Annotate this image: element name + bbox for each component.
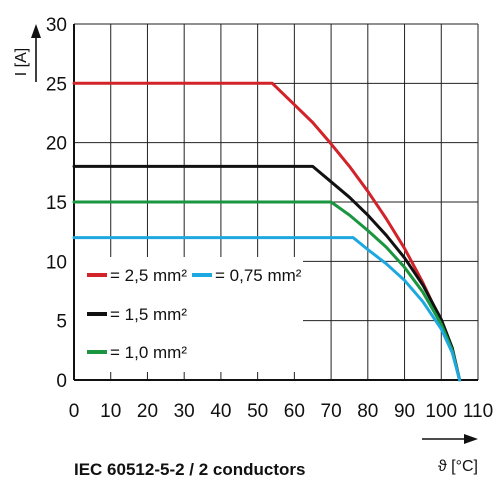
chart-caption: IEC 60512-5-2 / 2 conductors bbox=[74, 460, 305, 479]
y-axis-label: I [A] bbox=[13, 48, 30, 76]
x-tick-label: 80 bbox=[357, 401, 378, 422]
y-tick-label: 15 bbox=[46, 193, 67, 214]
x-axis-arrowhead-icon bbox=[464, 434, 478, 444]
legend-label: = 0,75 mm² bbox=[215, 266, 302, 285]
x-tick-label: 70 bbox=[321, 401, 342, 422]
series-line bbox=[72, 200, 462, 382]
x-tick-label: 110 bbox=[463, 401, 493, 422]
tick-labels: 0 10 20 30 40 50 60 70 80 90 100 110 0 5 10 15 20 25 30 bbox=[46, 15, 493, 422]
y-tick-label: 10 bbox=[46, 252, 67, 273]
y-axis-arrowhead-icon bbox=[31, 24, 41, 38]
x-tick-label: 60 bbox=[284, 401, 305, 422]
legend-background bbox=[75, 257, 303, 372]
y-tick-label: 30 bbox=[46, 15, 67, 36]
y-tick-label: 5 bbox=[56, 312, 67, 333]
y-tick-label: 25 bbox=[46, 74, 67, 95]
y-tick-label: 0 bbox=[56, 371, 67, 392]
x-tick-label: 40 bbox=[210, 401, 231, 422]
legend-label: = 1,0 mm² bbox=[110, 343, 187, 362]
x-axis-label: ϑ [°C] bbox=[438, 458, 478, 475]
x-tick-label: 0 bbox=[69, 401, 80, 422]
legend-label: = 2,5 mm² bbox=[110, 266, 187, 285]
series-lines bbox=[72, 81, 462, 382]
x-tick-label: 10 bbox=[100, 401, 121, 422]
y-tick-label: 20 bbox=[46, 134, 67, 155]
series-line bbox=[72, 164, 462, 382]
legend-box bbox=[75, 257, 303, 372]
x-tick-label: 30 bbox=[174, 401, 195, 422]
x-tick-label: 20 bbox=[137, 401, 158, 422]
legend: = 2,5 mm² = 0,75 mm² = 1,5 mm² = 1,0 mm² bbox=[87, 266, 302, 362]
legend-label: = 1,5 mm² bbox=[110, 305, 187, 324]
x-tick-label: 50 bbox=[247, 401, 268, 422]
series-line bbox=[72, 236, 462, 382]
x-tick-label: 90 bbox=[394, 401, 415, 422]
x-tick-label: 100 bbox=[425, 401, 457, 422]
